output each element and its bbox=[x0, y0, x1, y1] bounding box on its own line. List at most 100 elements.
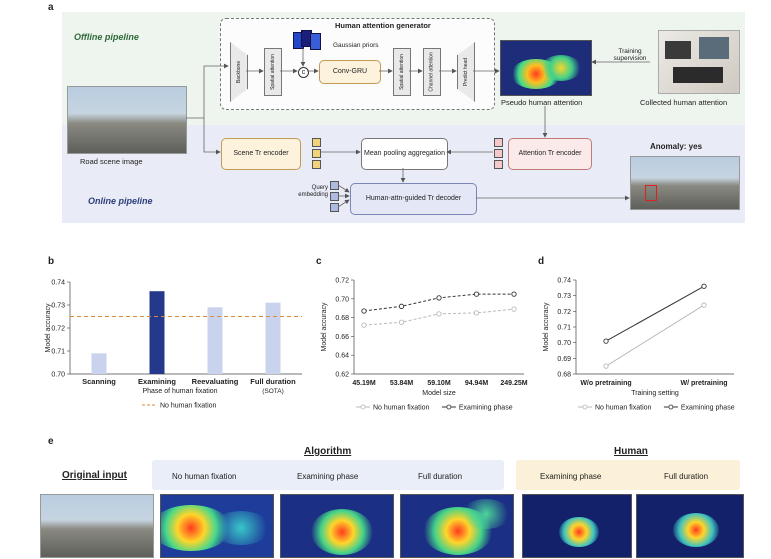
data-point bbox=[361, 322, 367, 328]
x-tick-label: 94.94M bbox=[465, 380, 489, 387]
y-tick-label: 0.70 bbox=[51, 372, 65, 379]
attention-token bbox=[494, 160, 503, 169]
panel-d-letter: d bbox=[538, 256, 545, 267]
spatial-attention-2-block: Spatial attention bbox=[393, 48, 411, 96]
x-tick-label: Scanning bbox=[82, 377, 116, 386]
data-point bbox=[511, 291, 517, 297]
decoder-block: Human-attn-guided Tr decoder bbox=[350, 183, 477, 215]
predict-head-label: Predict head bbox=[463, 57, 470, 87]
x-tick-label: Reevaluating bbox=[192, 377, 239, 386]
legend-marker bbox=[668, 404, 674, 410]
legend-marker bbox=[446, 404, 452, 410]
road-scene-image bbox=[67, 86, 187, 154]
chart-d: 0.68 0.69 0.70 0.71 0.72 0.73 0.74 W/o pretrain… bbox=[543, 278, 735, 412]
panel-c-letter: c bbox=[316, 256, 322, 267]
algorithm-band bbox=[152, 460, 504, 490]
y-tick-label: 0.72 bbox=[335, 278, 349, 285]
x-tick-label: Full duration bbox=[250, 377, 296, 386]
x-tick-label: 59.10M bbox=[427, 380, 451, 387]
y-tick-label: 0.68 bbox=[557, 372, 571, 379]
data-point bbox=[361, 308, 367, 314]
series-line bbox=[605, 285, 705, 342]
human-band bbox=[516, 460, 740, 490]
series-line bbox=[605, 304, 705, 367]
bar bbox=[91, 353, 107, 374]
scene-token bbox=[312, 149, 321, 158]
y-tick-label: 0.69 bbox=[557, 356, 571, 363]
conv-gru-block: Conv-GRU bbox=[319, 60, 381, 84]
spatial-attention-1-label: Spatial attention bbox=[270, 54, 277, 90]
x-axis-label: Model size bbox=[422, 390, 456, 397]
query-token bbox=[330, 192, 339, 201]
road-scene-label: Road scene image bbox=[80, 157, 143, 166]
mean-pooling-block: Mean pooling aggregation bbox=[361, 138, 448, 170]
legend-marker bbox=[360, 404, 366, 410]
attention-token bbox=[494, 149, 503, 158]
heatmap-examining bbox=[280, 494, 394, 558]
col-human-examining: Examining phase bbox=[540, 472, 602, 481]
scene-encoder-block: Scene Tr encoder bbox=[221, 138, 301, 170]
legend-label: No human fixation bbox=[373, 405, 430, 412]
data-point bbox=[701, 283, 707, 289]
concat-icon: c bbox=[298, 67, 309, 78]
backbone-label: Backbone bbox=[236, 60, 242, 84]
heatmap-no-fixation bbox=[160, 494, 274, 558]
y-tick-label: 0.64 bbox=[335, 353, 349, 360]
y-tick-label: 0.71 bbox=[557, 325, 571, 332]
pseudo-attention-label: Pseudo human attention bbox=[501, 98, 583, 107]
y-tick-label: 0.73 bbox=[557, 293, 571, 300]
query-token bbox=[330, 181, 339, 190]
x-axis-label: Training setting bbox=[631, 390, 679, 397]
query-token bbox=[330, 203, 339, 212]
heatmap-full-duration bbox=[400, 494, 514, 558]
x-tick-label: Examining bbox=[138, 377, 176, 386]
x-tick-label: W/ pretraining bbox=[680, 380, 727, 387]
y-tick-label: 0.70 bbox=[335, 296, 349, 303]
original-input-title: Original input bbox=[62, 470, 127, 481]
data-point bbox=[603, 338, 609, 344]
col-human-full-duration: Full duration bbox=[664, 472, 709, 481]
scene-token bbox=[312, 160, 321, 169]
col-examining: Examining phase bbox=[297, 472, 359, 481]
channel-attention-label: Channel attention bbox=[429, 52, 436, 92]
chart-b: 0.70 0.71 0.72 0.73 0.74 Scanning Examining Ree… bbox=[45, 280, 302, 410]
x-tick-label: 45.19M bbox=[352, 380, 376, 387]
data-point bbox=[473, 310, 480, 316]
gaussian-priors-icon bbox=[293, 30, 323, 50]
attention-encoder-block: Attention Tr encoder bbox=[508, 138, 592, 170]
y-tick-label: 0.62 bbox=[335, 372, 349, 379]
legend-label: No human fixation bbox=[595, 405, 652, 412]
col-no-fixation: No human fixation bbox=[172, 472, 237, 481]
anomaly-label: Anomaly: yes bbox=[650, 142, 703, 151]
x-tick-label: 249.25M bbox=[500, 380, 527, 387]
y-tick-label: 0.66 bbox=[335, 334, 349, 341]
online-pipeline-label: Online pipeline bbox=[88, 196, 153, 206]
x-tick-label: W/o pretraining bbox=[580, 380, 631, 387]
legend-marker bbox=[582, 404, 588, 410]
collected-attention-photo bbox=[658, 30, 740, 94]
y-tick-label: 0.72 bbox=[51, 326, 65, 333]
y-tick-label: 0.71 bbox=[51, 349, 65, 356]
legend-label: Examining phase bbox=[459, 405, 513, 412]
data-point bbox=[398, 319, 405, 325]
chart-c: 0.62 0.64 0.66 0.68 0.70 0.72 45.19M 53.84M 59.1… bbox=[321, 278, 528, 412]
y-tick-label: 0.73 bbox=[51, 303, 65, 310]
heatmap-human-examining bbox=[522, 494, 632, 558]
query-embedding-label: Query embedding bbox=[298, 185, 328, 198]
data-point bbox=[511, 306, 517, 312]
scene-token bbox=[312, 138, 321, 147]
human-title: Human bbox=[614, 446, 648, 457]
y-tick-label: 0.74 bbox=[557, 278, 571, 285]
col-full-duration: Full duration bbox=[418, 472, 463, 481]
channel-attention-block: Channel attention bbox=[423, 48, 441, 96]
spatial-attention-2-label: Spatial attention bbox=[399, 54, 406, 90]
anomaly-output-image bbox=[630, 156, 740, 210]
legend-baseline-label: No human fixation bbox=[160, 403, 217, 410]
y-axis-label: Model accuracy bbox=[45, 303, 52, 353]
original-input-image bbox=[40, 494, 154, 558]
y-tick-label: 0.72 bbox=[557, 309, 571, 316]
data-point bbox=[436, 311, 442, 317]
panel-a-letter: a bbox=[48, 2, 54, 13]
bar bbox=[149, 291, 165, 374]
data-point bbox=[398, 303, 405, 309]
